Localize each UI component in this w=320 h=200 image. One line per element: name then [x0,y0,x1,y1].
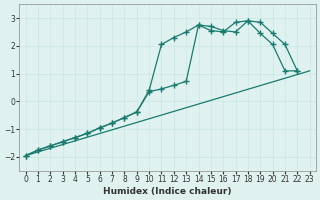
X-axis label: Humidex (Indice chaleur): Humidex (Indice chaleur) [103,187,232,196]
